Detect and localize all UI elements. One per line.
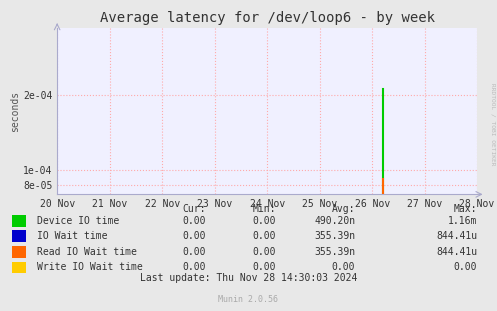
Text: 0.00: 0.00 [332,262,355,272]
Text: Min:: Min: [252,204,276,214]
Text: Device IO time: Device IO time [37,216,119,226]
Text: 490.20n: 490.20n [314,216,355,226]
Text: 844.41u: 844.41u [436,231,477,241]
Text: Last update: Thu Nov 28 14:30:03 2024: Last update: Thu Nov 28 14:30:03 2024 [140,273,357,283]
Text: 0.00: 0.00 [183,262,206,272]
Text: Max:: Max: [454,204,477,214]
Text: 844.41u: 844.41u [436,247,477,257]
Text: 0.00: 0.00 [183,231,206,241]
Text: IO Wait time: IO Wait time [37,231,108,241]
Text: 0.00: 0.00 [252,231,276,241]
Text: 0.00: 0.00 [454,262,477,272]
Text: Read IO Wait time: Read IO Wait time [37,247,137,257]
Text: 0.00: 0.00 [183,247,206,257]
Text: Avg:: Avg: [332,204,355,214]
Text: 0.00: 0.00 [252,262,276,272]
Title: Average latency for /dev/loop6 - by week: Average latency for /dev/loop6 - by week [99,12,435,26]
Y-axis label: seconds: seconds [10,91,20,132]
Text: 1.16m: 1.16m [448,216,477,226]
Text: 0.00: 0.00 [252,216,276,226]
Text: 355.39n: 355.39n [314,247,355,257]
Text: 0.00: 0.00 [183,216,206,226]
Text: Munin 2.0.56: Munin 2.0.56 [219,295,278,304]
Text: 355.39n: 355.39n [314,231,355,241]
Text: RRDTOOL / TOBI OETIKER: RRDTOOL / TOBI OETIKER [491,83,496,166]
Text: Cur:: Cur: [183,204,206,214]
Text: 0.00: 0.00 [252,247,276,257]
Text: Write IO Wait time: Write IO Wait time [37,262,143,272]
